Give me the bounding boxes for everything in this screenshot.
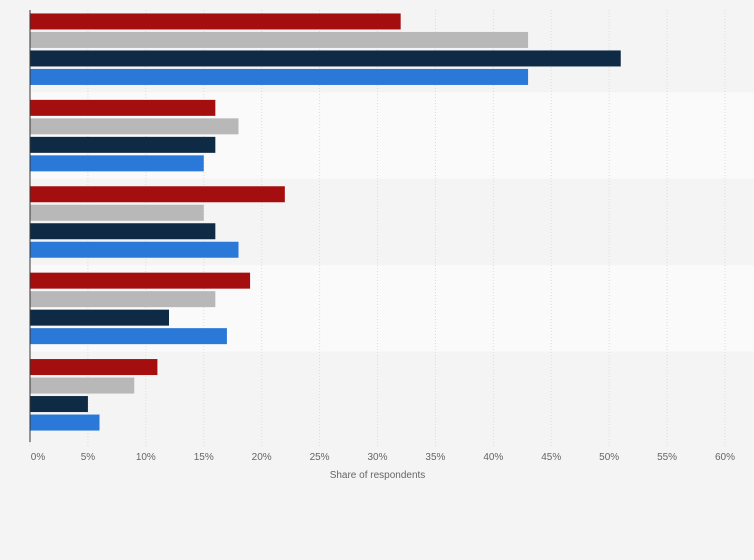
x-tick-label: 30% (367, 452, 387, 463)
bar[interactable] (30, 414, 100, 431)
bar[interactable] (30, 328, 227, 345)
x-tick-label: 45% (541, 452, 561, 463)
bar[interactable] (30, 396, 88, 413)
x-tick-label: 20% (252, 452, 272, 463)
bar[interactable] (30, 50, 621, 67)
bar[interactable] (30, 118, 239, 135)
x-axis-title: Share of respondents (330, 470, 426, 481)
bar[interactable] (30, 241, 239, 258)
bar[interactable] (30, 155, 204, 172)
x-tick-label: 5% (81, 452, 96, 463)
bar[interactable] (30, 204, 204, 221)
bar[interactable] (30, 309, 169, 326)
x-tick-label: 0% (31, 452, 46, 463)
x-tick-label: 40% (483, 452, 503, 463)
bar[interactable] (30, 99, 216, 116)
x-tick-label: 60% (715, 452, 735, 463)
x-tick-label: 25% (310, 452, 330, 463)
bar[interactable] (30, 291, 216, 308)
bar[interactable] (30, 377, 135, 394)
bar[interactable] (30, 223, 216, 240)
bar[interactable] (30, 272, 251, 289)
x-tick-label: 55% (657, 452, 677, 463)
bars (30, 13, 621, 431)
x-tick-label: 35% (425, 452, 445, 463)
x-tick-label: 50% (599, 452, 619, 463)
category-bands (30, 6, 754, 438)
bar[interactable] (30, 136, 216, 153)
bar[interactable] (30, 359, 158, 376)
bar[interactable] (30, 68, 529, 85)
x-tick-label: 10% (136, 452, 156, 463)
x-tick-label: 15% (194, 452, 214, 463)
bar[interactable] (30, 13, 401, 30)
x-axis-ticks: 0% 5% 10% 15% 20% 25% 30% 35% 40% 45% 50% 55% 60% (31, 452, 735, 463)
bar[interactable] (30, 186, 285, 203)
bar[interactable] (30, 31, 529, 48)
